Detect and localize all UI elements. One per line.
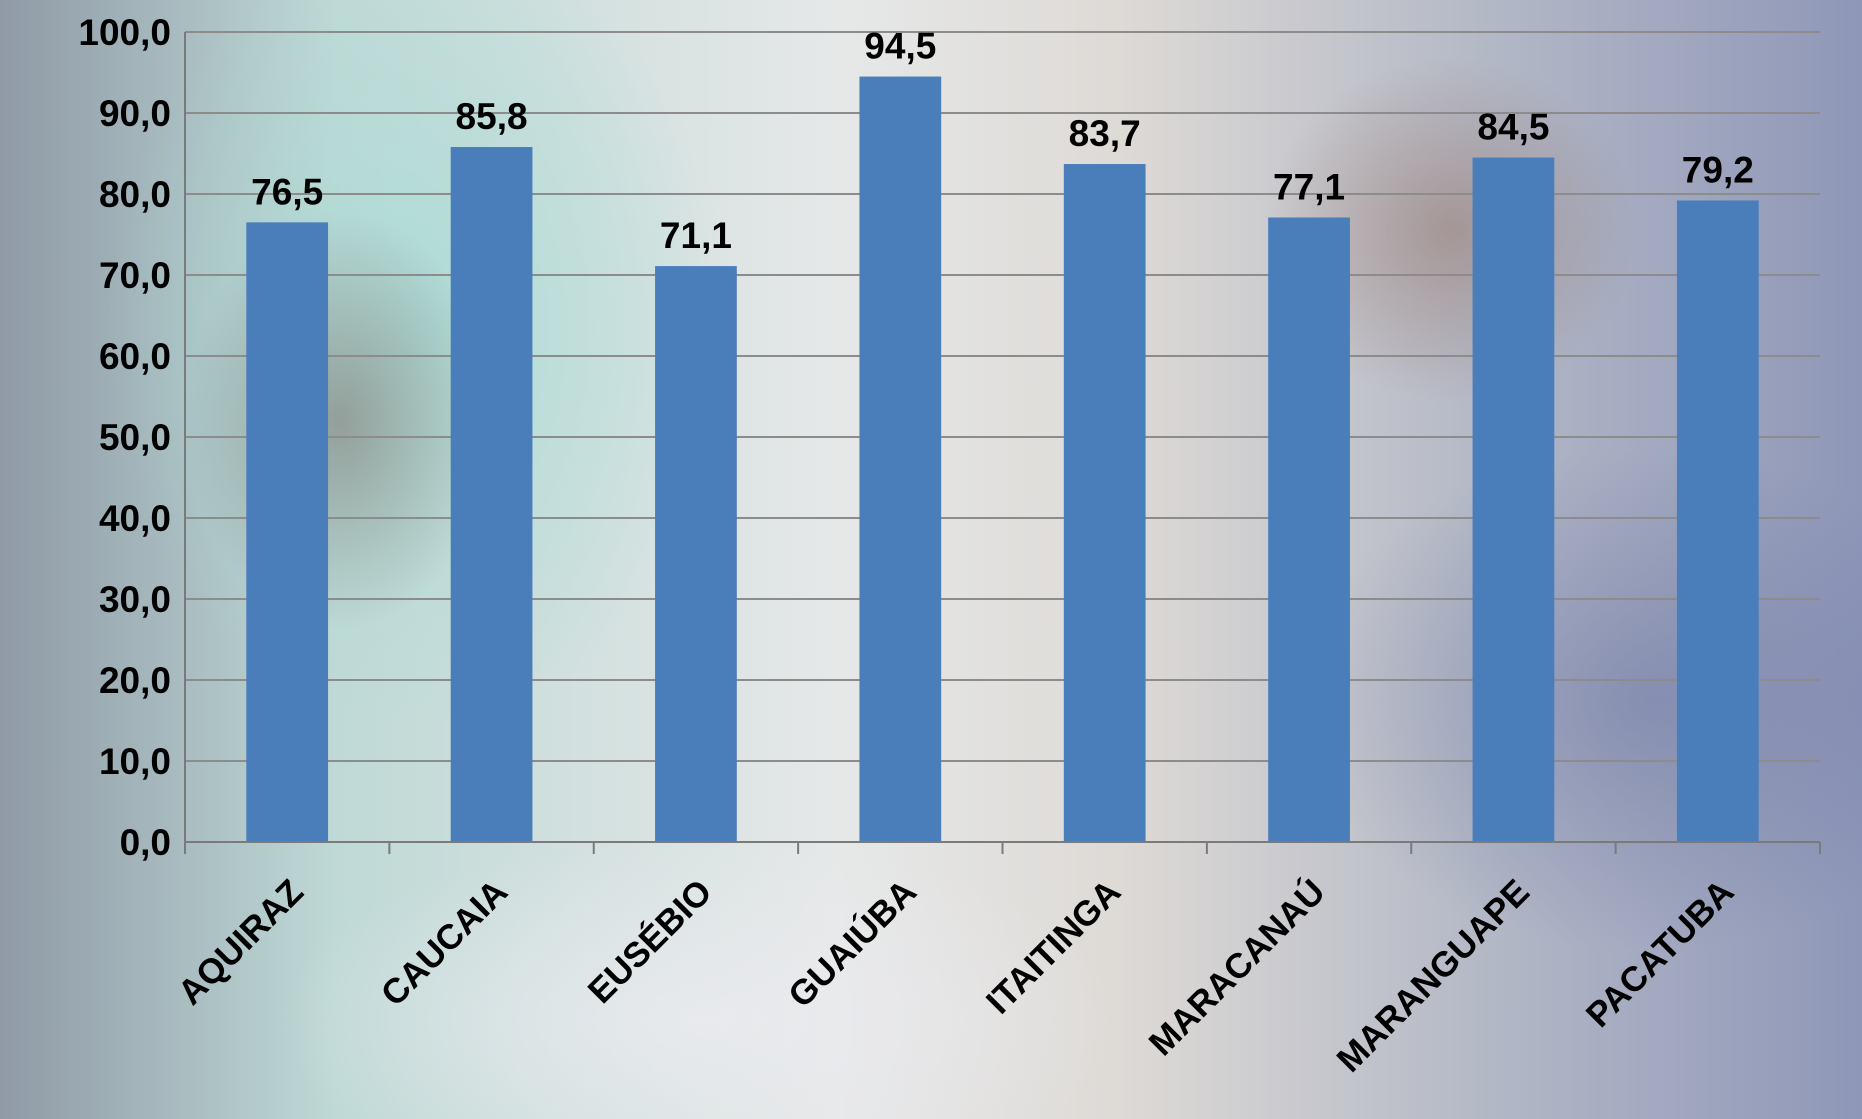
data-label: 77,1: [1273, 166, 1345, 207]
bar: [1472, 157, 1555, 843]
y-tick-label: 50,0: [99, 417, 171, 458]
x-category-label: MARACANAÚ: [1141, 871, 1333, 1063]
data-label: 76,5: [251, 171, 323, 212]
bar: [450, 147, 533, 842]
bar: [859, 76, 942, 843]
bar: [1268, 217, 1350, 843]
axes: [184, 32, 1821, 854]
y-tick-label: 0,0: [120, 822, 171, 863]
x-category-label: PACATUBA: [1579, 872, 1742, 1035]
y-tick-label: 100,0: [78, 12, 171, 53]
x-category-label: CAUCAIA: [374, 872, 516, 1014]
data-labels: 76,5 85,8 71,1 94,5 83,7 77,1 84,5 79,2: [251, 26, 1754, 257]
bar: [246, 222, 329, 843]
data-label: 79,2: [1682, 149, 1754, 190]
y-tick-label: 10,0: [99, 741, 171, 782]
y-tick-label: 20,0: [99, 660, 171, 701]
x-category-label: EUSÉBIO: [580, 871, 720, 1011]
data-label: 94,5: [864, 26, 936, 67]
y-tick-label: 40,0: [99, 498, 171, 539]
data-label: 71,1: [660, 215, 732, 256]
data-label: 84,5: [1477, 107, 1549, 148]
y-tick-label: 30,0: [99, 579, 171, 620]
bar: [1676, 200, 1759, 843]
bar: [655, 266, 737, 843]
y-axis-tick-labels: 0,0 10,0 20,0 30,0 40,0 50,0 60,0 70,0 80,0 90,0 1…: [78, 12, 171, 863]
y-tick-label: 70,0: [99, 255, 171, 296]
bars: [246, 76, 1759, 843]
x-category-label: GUAIÚBA: [780, 871, 924, 1015]
y-tick-label: 90,0: [99, 93, 171, 134]
x-axis-category-labels: AQUIRAZ CAUCAIA EUSÉBIO GUAIÚBA ITAITINGA MAR…: [171, 871, 1742, 1079]
data-label: 85,8: [456, 96, 528, 137]
data-label: 83,7: [1069, 113, 1141, 154]
bar: [1063, 164, 1146, 842]
x-category-label: ITAITINGA: [979, 872, 1128, 1021]
x-category-label: MARANGUAPE: [1329, 872, 1537, 1080]
gridlines: [185, 31, 1820, 843]
y-tick-label: 80,0: [99, 174, 171, 215]
y-tick-label: 60,0: [99, 336, 171, 377]
x-category-label: AQUIRAZ: [171, 872, 311, 1012]
